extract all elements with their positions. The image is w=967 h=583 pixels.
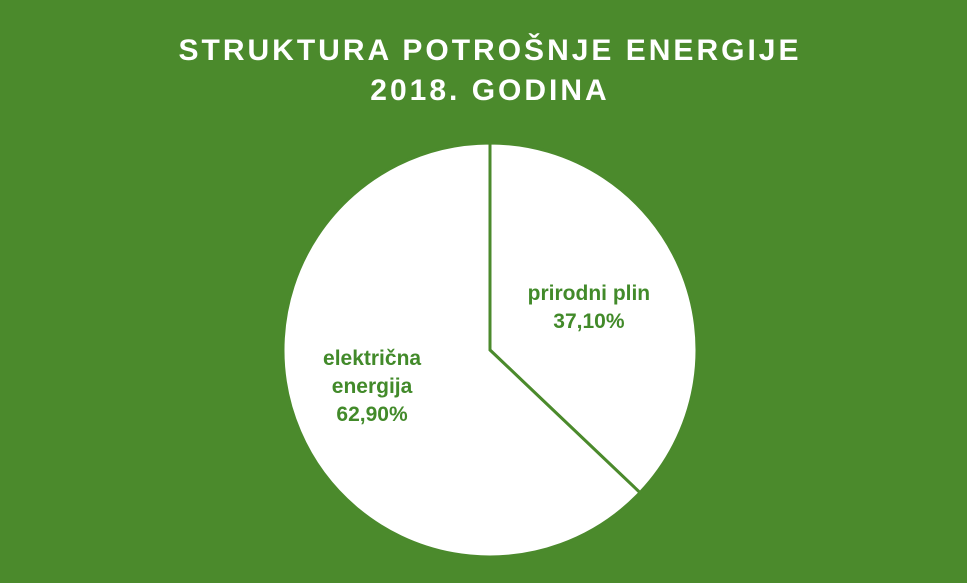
slice-value-label: 37,10% <box>553 309 625 333</box>
pie-slice <box>281 141 643 559</box>
chart-title: STRUKTURA POTROŠNJE ENERGIJE <box>179 33 802 67</box>
chart-subtitle: 2018. GODINA <box>370 74 609 107</box>
pie-slice <box>488 141 699 495</box>
slice-label: električna energija <box>323 346 422 398</box>
slice-label: prirodni plin <box>527 281 651 305</box>
slice-value-label: 62,90% <box>336 402 408 426</box>
